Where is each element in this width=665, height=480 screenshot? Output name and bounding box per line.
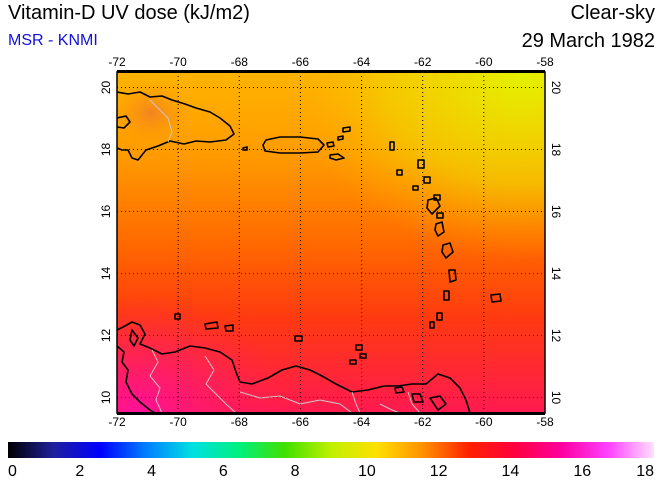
colorbar-tick-label: 2 <box>75 463 84 480</box>
lat-tick-label-right: 12 <box>549 329 563 343</box>
lon-tick-label-bottom: -60 <box>475 415 493 429</box>
data-source-label: MSR - KNMI <box>8 32 98 49</box>
lat-tick-label-right: 10 <box>549 391 563 405</box>
lon-tick-label-top: -64 <box>353 55 371 69</box>
colorbar-tick-label: 16 <box>573 463 591 480</box>
lat-tick-label-left: 16 <box>99 205 113 219</box>
lon-tick-label-bottom: -64 <box>353 415 371 429</box>
map-title: Vitamin-D UV dose (kJ/m2) <box>8 2 250 24</box>
coastlines <box>117 91 502 413</box>
sky-condition-label: Clear-sky <box>570 2 655 24</box>
borders <box>149 99 421 413</box>
lat-tick-label-right: 18 <box>549 143 563 157</box>
lat-tick-label-right: 14 <box>549 267 563 281</box>
lat-tick-label-right: 20 <box>549 81 563 95</box>
lon-tick-label-bottom: -68 <box>231 415 249 429</box>
puerto-rico-coast <box>262 136 325 154</box>
colorbar-tick-label: 6 <box>219 463 228 480</box>
lon-tick-label-bottom: -62 <box>414 415 432 429</box>
bottom-axis-bar <box>117 412 545 415</box>
hispaniola-inner <box>117 115 131 129</box>
lat-tick-label-left: 20 <box>99 81 113 95</box>
lon-tick-label-top: -66 <box>292 55 310 69</box>
graticule <box>117 72 545 413</box>
lon-tick-label-bottom: -58 <box>536 415 554 429</box>
lon-tick-label-bottom: -72 <box>108 415 126 429</box>
colorbar-labels: 0 2 4 6 8 10 12 14 16 18 <box>8 463 654 480</box>
lon-tick-label-top: -60 <box>475 55 493 69</box>
lon-tick-label-bottom: -70 <box>169 415 187 429</box>
lat-tick-label-left: 18 <box>99 143 113 157</box>
longitude-labels-bottom: -72 -70 -68 -66 -64 -62 -60 -58 <box>108 415 554 429</box>
uv-field <box>117 72 545 413</box>
latitude-labels-left: 10 12 14 16 18 20 <box>99 81 113 405</box>
colorbar-tick-label: 4 <box>147 463 156 480</box>
date-label: 29 March 1982 <box>521 30 655 52</box>
lon-tick-label-top: -72 <box>108 55 126 69</box>
lat-tick-label-left: 10 <box>99 391 113 405</box>
lon-tick-label-top: -68 <box>231 55 249 69</box>
lat-tick-label-left: 12 <box>99 329 113 343</box>
colorbar-tick-label: 0 <box>8 463 17 480</box>
lat-tick-label-right: 16 <box>549 205 563 219</box>
lon-tick-label-top: -62 <box>414 55 432 69</box>
lon-tick-label-top: -58 <box>536 55 554 69</box>
longitude-labels-top: -72 -70 -68 -66 -64 -62 -60 -58 <box>108 55 554 69</box>
hispaniola-coast <box>117 91 235 161</box>
latitude-labels-right: 10 12 14 16 18 20 <box>549 81 563 405</box>
lon-tick-label-top: -70 <box>169 55 187 69</box>
colorbar-tick-label: 10 <box>358 463 376 480</box>
colorbar-tick-label: 18 <box>636 463 654 480</box>
colorbar-tick-label: 8 <box>291 463 300 480</box>
lat-tick-label-left: 14 <box>99 267 113 281</box>
top-axis-bar <box>117 70 545 73</box>
south-america-coast <box>117 321 471 413</box>
colorbar-tick-label: 14 <box>502 463 520 480</box>
colorbar <box>8 442 654 458</box>
lon-tick-label-bottom: -66 <box>292 415 310 429</box>
colorbar-tick-label: 12 <box>430 463 448 480</box>
